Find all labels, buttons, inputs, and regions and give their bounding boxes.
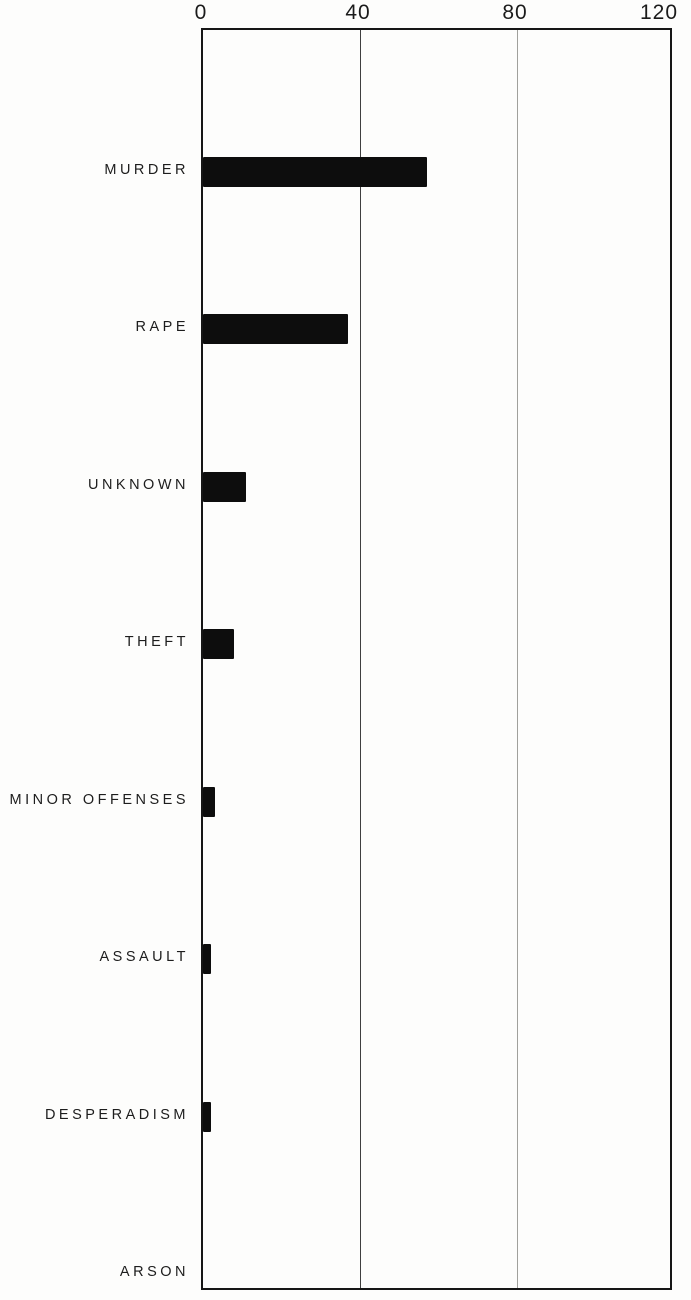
bar-assault (203, 944, 211, 974)
bar-rape (203, 314, 348, 344)
x-axis-tick-label: 0 (194, 1, 208, 24)
category-label-assault: ASSAULT (99, 949, 189, 965)
category-label-murder: MURDER (104, 162, 189, 178)
gridline-80 (517, 30, 518, 1288)
x-axis-tick-label: 40 (345, 1, 371, 24)
category-label-theft: THEFT (124, 634, 189, 650)
bar-theft (203, 629, 234, 659)
bar-desperadism (203, 1102, 211, 1132)
category-label-rape: RAPE (135, 319, 189, 335)
x-axis-tick-label: 80 (502, 1, 528, 24)
plot-area (201, 28, 672, 1290)
bar-unknown (203, 472, 246, 502)
category-label-minor-offenses: MINOR OFFENSES (9, 792, 189, 808)
x-axis-tick-label: 120 (639, 1, 679, 24)
category-label-desperadism: DESPERADISM (44, 1107, 189, 1123)
category-label-arson: ARSON (119, 1264, 189, 1280)
bar-murder (203, 157, 427, 187)
gridline-40 (360, 30, 361, 1288)
category-label-unknown: UNKNOWN (87, 477, 189, 493)
bar-minor-offenses (203, 787, 215, 817)
